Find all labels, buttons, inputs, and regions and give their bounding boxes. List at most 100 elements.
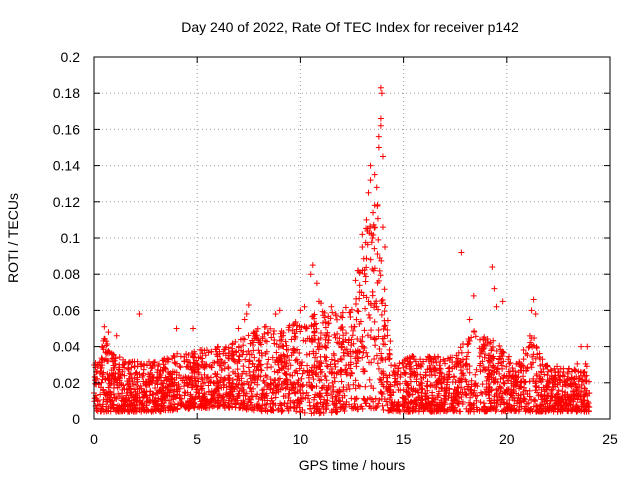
data-point — [374, 201, 381, 208]
data-point — [322, 318, 329, 325]
data-point — [426, 353, 433, 360]
data-point — [168, 380, 175, 387]
data-point — [307, 271, 314, 278]
data-point — [466, 316, 473, 323]
data-point — [181, 358, 188, 365]
data-point — [91, 395, 98, 402]
data-point — [446, 364, 453, 371]
data-point — [257, 362, 264, 369]
data-point — [147, 388, 154, 395]
data-point — [441, 395, 448, 402]
data-point — [476, 336, 483, 343]
data-point — [316, 405, 323, 412]
data-point — [139, 372, 146, 379]
data-point — [470, 292, 477, 299]
data-point — [121, 372, 128, 379]
data-point — [533, 372, 540, 379]
data-point — [389, 401, 396, 408]
data-point — [98, 405, 105, 412]
data-point — [576, 383, 583, 390]
data-point — [571, 395, 578, 402]
data-point — [483, 366, 490, 373]
data-point — [237, 336, 244, 343]
data-point — [199, 376, 206, 383]
data-point — [360, 349, 367, 356]
data-point — [317, 399, 324, 406]
data-point — [292, 334, 299, 341]
data-point — [313, 371, 320, 378]
data-point — [232, 338, 239, 345]
data-point — [290, 399, 297, 406]
data-point — [112, 355, 119, 362]
data-point — [111, 394, 118, 401]
x-tick-label: 0 — [90, 431, 98, 447]
data-point — [214, 343, 221, 350]
data-point — [411, 356, 418, 363]
data-point — [527, 406, 534, 413]
data-point — [564, 376, 571, 383]
data-point — [424, 383, 431, 390]
data-point — [173, 325, 180, 332]
data-point — [405, 399, 412, 406]
data-point — [495, 385, 502, 392]
data-point — [208, 348, 215, 355]
data-point — [467, 394, 474, 401]
data-point — [171, 354, 178, 361]
data-point — [396, 360, 403, 367]
data-point — [311, 328, 318, 335]
data-point — [208, 374, 215, 381]
data-point — [462, 390, 469, 397]
data-point — [97, 408, 104, 415]
data-point — [351, 400, 358, 407]
data-point — [241, 380, 248, 387]
data-point — [338, 344, 345, 351]
data-point — [526, 343, 533, 350]
data-point — [548, 393, 555, 400]
data-point — [496, 342, 503, 349]
data-point — [386, 351, 393, 358]
data-point — [352, 396, 359, 403]
data-point — [110, 404, 117, 411]
data-point — [205, 382, 212, 389]
data-point — [468, 390, 475, 397]
data-point — [332, 334, 339, 341]
data-point — [321, 382, 328, 389]
data-point — [110, 385, 117, 392]
data-point — [532, 311, 539, 318]
data-point — [577, 372, 584, 379]
data-point — [194, 360, 201, 367]
data-point — [541, 398, 548, 405]
data-point — [395, 364, 402, 371]
data-point — [411, 371, 418, 378]
data-point — [402, 378, 409, 385]
data-point — [445, 365, 452, 372]
data-point — [375, 133, 382, 140]
data-point — [291, 369, 298, 376]
data-point — [373, 352, 380, 359]
data-point — [568, 368, 575, 375]
data-point — [442, 407, 449, 414]
data-point — [126, 385, 133, 392]
data-point — [322, 324, 329, 331]
data-point — [119, 390, 126, 397]
data-point — [116, 361, 123, 368]
data-point — [184, 389, 191, 396]
y-tick-label: 0.06 — [53, 302, 80, 318]
data-point — [294, 322, 301, 329]
data-point — [518, 378, 525, 385]
data-point — [545, 407, 552, 414]
data-point — [350, 381, 357, 388]
data-point — [140, 366, 147, 373]
data-point — [323, 377, 330, 384]
data-point — [277, 330, 284, 337]
data-point — [552, 397, 559, 404]
data-point — [489, 404, 496, 411]
data-point — [526, 332, 533, 339]
data-point — [360, 292, 367, 299]
data-point — [363, 216, 370, 223]
data-point — [310, 403, 317, 410]
data-point — [248, 388, 255, 395]
data-point — [323, 354, 330, 361]
data-point — [460, 362, 467, 369]
data-point — [176, 363, 183, 370]
